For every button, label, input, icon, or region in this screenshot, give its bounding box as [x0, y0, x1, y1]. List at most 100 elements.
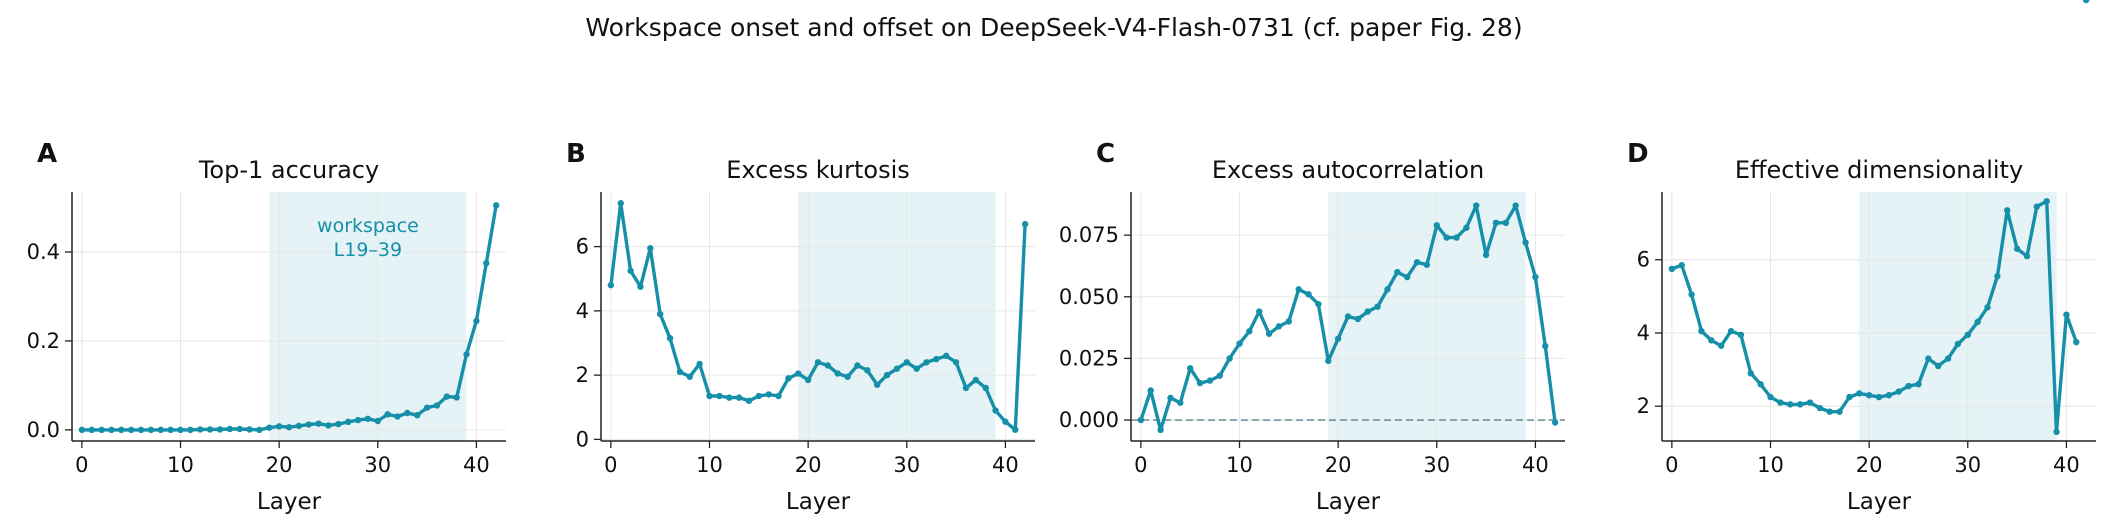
chart-3-point-27 — [1934, 362, 1942, 370]
figure-title: Workspace onset and offset on DeepSeek-V… — [585, 13, 1522, 42]
chart-2-panel-letter: C — [1096, 139, 1115, 169]
chart-3-point-38 — [2043, 197, 2050, 205]
chart-1-point-40 — [1002, 418, 1009, 425]
chart-1-point-17 — [775, 392, 782, 400]
chart-3-point-37 — [2033, 203, 2041, 210]
chart-1-point-30 — [903, 359, 910, 366]
chart-3-ytick-label: 6 — [1637, 248, 1650, 272]
chart-2-xtick-label: 20 — [1325, 453, 1352, 477]
chart-2-point-31 — [1443, 234, 1450, 241]
chart-0-point-27 — [344, 418, 352, 426]
chart-1-ytick-label: 2 — [576, 363, 589, 387]
chart-2-point-22 — [1354, 315, 1362, 323]
chart-0-point-4 — [118, 426, 125, 434]
chart-2-title: Excess autocorrelation — [1212, 156, 1484, 184]
chart-1-point-16 — [765, 391, 772, 398]
chart-0-ytick-label: 0.0 — [27, 418, 60, 442]
chart-3-point-42 — [2082, 0, 2090, 4]
chart-0-point-0 — [78, 426, 86, 434]
chart-2-point-40 — [1532, 273, 1539, 281]
chart-2-point-41 — [1542, 342, 1549, 350]
chart-2-point-30 — [1433, 222, 1440, 229]
chart-0-point-38 — [453, 394, 460, 401]
chart-1-point-23 — [834, 370, 841, 377]
chart-2-point-11 — [1246, 328, 1253, 335]
chart-1-point-25 — [854, 362, 861, 369]
chart-1-point-7 — [676, 368, 684, 376]
chart-1-xtick-label: 30 — [893, 453, 920, 477]
chart-0-point-39 — [463, 351, 470, 358]
chart-3-point-19 — [1856, 390, 1863, 397]
chart-1-ytick-label: 0 — [576, 427, 589, 451]
chart-0-point-13 — [206, 426, 214, 433]
chart-1-point-11 — [716, 392, 723, 400]
chart-0-xtick-label: 10 — [167, 453, 194, 477]
chart-3-point-2 — [1688, 291, 1695, 298]
chart-3-point-41 — [2073, 338, 2080, 346]
chart-3-point-5 — [1717, 342, 1725, 349]
chart-1-point-13 — [735, 394, 743, 401]
chart-0-point-18 — [256, 426, 263, 434]
chart-0-annotation-line2: L19–39 — [334, 239, 402, 261]
chart-0-point-21 — [285, 424, 293, 431]
chart-1-point-2 — [627, 267, 634, 274]
chart-2-point-1 — [1147, 387, 1154, 394]
chart-1-point-4 — [647, 245, 654, 252]
chart-0-point-40 — [473, 317, 480, 325]
chart-1-xtick-label: 20 — [795, 453, 822, 477]
chart-3-panel: 0 10 20 30 40 2 4 6 Layer Effective dimensionalit… — [1627, 0, 2096, 515]
chart-0-point-26 — [335, 420, 342, 428]
chart-0-xtick-label: 40 — [463, 453, 490, 477]
chart-3-point-34 — [2004, 207, 2011, 214]
chart-2-point-14 — [1275, 323, 1283, 330]
chart-2-point-27 — [1403, 273, 1411, 281]
chart-2-point-38 — [1512, 202, 1519, 209]
chart-3-point-7 — [1737, 331, 1745, 339]
chart-0-point-12 — [197, 426, 204, 433]
chart-3-point-13 — [1796, 401, 1804, 408]
chart-1-point-39 — [992, 407, 999, 414]
chart-1-point-18 — [785, 375, 792, 382]
chart-1-point-27 — [873, 381, 881, 388]
chart-3-point-29 — [1954, 340, 1962, 348]
chart-3-point-0 — [1668, 265, 1676, 273]
chart-0-xtick-label: 30 — [364, 453, 391, 477]
chart-3-ytick-label: 2 — [1637, 394, 1650, 418]
chart-3-xtick-label: 0 — [1665, 453, 1678, 477]
chart-1-ytick-label: 4 — [576, 299, 589, 323]
chart-0-point-14 — [216, 426, 224, 433]
chart-1-point-33 — [933, 355, 940, 363]
chart-0-point-36 — [433, 402, 441, 409]
chart-2-point-19 — [1325, 357, 1332, 365]
chart-3-xtick-label: 10 — [1757, 453, 1784, 477]
chart-2-xtick-label: 0 — [1134, 453, 1147, 477]
chart-2-point-17 — [1305, 291, 1312, 298]
chart-2-point-39 — [1522, 239, 1529, 246]
chart-2-point-36 — [1492, 219, 1500, 227]
chart-1-title: Excess kurtosis — [726, 156, 910, 184]
chart-1-panel-letter: B — [566, 139, 586, 169]
chart-0-title: Top-1 accuracy — [198, 156, 379, 184]
chart-2-point-37 — [1502, 219, 1510, 227]
chart-0-point-9 — [167, 426, 174, 434]
chart-1-point-35 — [952, 359, 960, 366]
chart-2-panel: 0 10 20 30 40 0.000 0.025 0.050 0.075 Layer Excess… — [1059, 139, 1565, 515]
chart-0-point-10 — [177, 426, 184, 434]
chart-2-point-10 — [1236, 340, 1243, 347]
chart-2-point-42 — [1551, 419, 1559, 426]
chart-3-point-35 — [2013, 245, 2021, 252]
chart-3-point-22 — [1885, 392, 1893, 399]
chart-3-point-9 — [1757, 381, 1764, 388]
chart-2-point-15 — [1285, 318, 1293, 325]
chart-1-point-29 — [893, 365, 901, 372]
chart-0-point-25 — [325, 422, 332, 429]
chart-0-ytick-label: 0.4 — [27, 240, 60, 264]
chart-0-point-6 — [137, 426, 145, 434]
chart-0-point-28 — [354, 416, 362, 424]
chart-1-point-10 — [706, 392, 713, 400]
chart-1-ytick-label: 6 — [576, 235, 589, 259]
chart-2-ytick-label: 0.000 — [1059, 408, 1119, 432]
chart-1-workspace-band — [798, 192, 996, 441]
chart-2-point-3 — [1167, 394, 1174, 402]
